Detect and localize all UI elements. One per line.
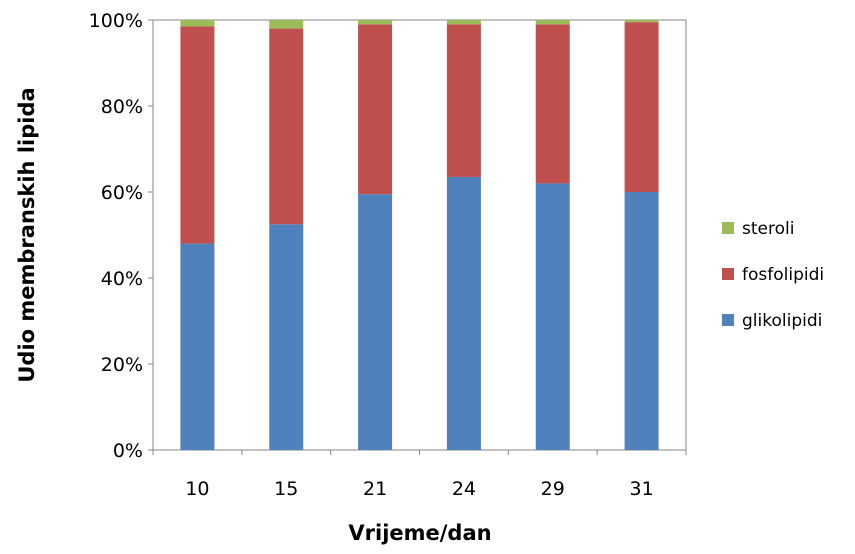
plot-area-frame xyxy=(152,19,687,451)
y-tick-label: 20% xyxy=(101,354,143,376)
x-tick-label: 21 xyxy=(363,478,387,500)
legend-label-fosfolipidi: fosfolipidi xyxy=(742,265,824,285)
bar-glikolipidi-10 xyxy=(180,243,215,450)
legend-label-glikolipidi: glikolipidi xyxy=(742,311,822,331)
y-tick-label: 0% xyxy=(113,440,143,462)
bar-steroli-29 xyxy=(535,20,570,25)
bars-group xyxy=(180,20,659,450)
x-axis-title: Vrijeme/dan xyxy=(348,521,491,545)
bar-steroli-21 xyxy=(358,20,393,25)
y-tick-label: 100% xyxy=(89,10,143,32)
bar-fosfolipidi-21 xyxy=(358,24,393,195)
bar-glikolipidi-29 xyxy=(535,183,570,450)
bar-fosfolipidi-29 xyxy=(535,24,570,184)
legend-swatch-steroli xyxy=(722,222,734,234)
y-tick-label: 40% xyxy=(101,268,143,290)
bar-glikolipidi-31 xyxy=(624,192,659,450)
x-tick-label: 10 xyxy=(185,478,209,500)
x-axis-ticks: 10 15 21 24 29 31 xyxy=(152,450,687,500)
y-tick-label: 60% xyxy=(101,182,143,204)
bar-steroli-24 xyxy=(446,20,481,25)
x-tick-label: 15 xyxy=(274,478,298,500)
y-axis-ticks: 0% 20% 40% 60% 80% 100% xyxy=(89,10,153,462)
legend-swatch-glikolipidi xyxy=(722,314,734,326)
bar-fosfolipidi-10 xyxy=(180,26,215,244)
y-axis-title: Udio membranskih lipida xyxy=(15,87,39,382)
x-tick-label: 24 xyxy=(452,478,476,500)
bar-glikolipidi-24 xyxy=(446,176,481,450)
bar-fosfolipidi-31 xyxy=(624,22,659,193)
legend: steroli fosfolipidi glikolipidi xyxy=(722,219,824,331)
bar-steroli-10 xyxy=(180,20,215,27)
y-tick-label: 80% xyxy=(101,96,143,118)
bar-steroli-31 xyxy=(624,20,659,23)
bar-fosfolipidi-15 xyxy=(269,28,304,225)
bar-steroli-15 xyxy=(269,20,304,29)
bar-glikolipidi-15 xyxy=(269,224,304,450)
x-tick-label: 29 xyxy=(541,478,565,500)
x-tick-label: 31 xyxy=(629,478,653,500)
legend-swatch-fosfolipidi xyxy=(722,268,734,280)
bar-glikolipidi-21 xyxy=(358,194,393,450)
legend-label-steroli: steroli xyxy=(742,219,794,239)
bar-fosfolipidi-24 xyxy=(446,24,481,177)
